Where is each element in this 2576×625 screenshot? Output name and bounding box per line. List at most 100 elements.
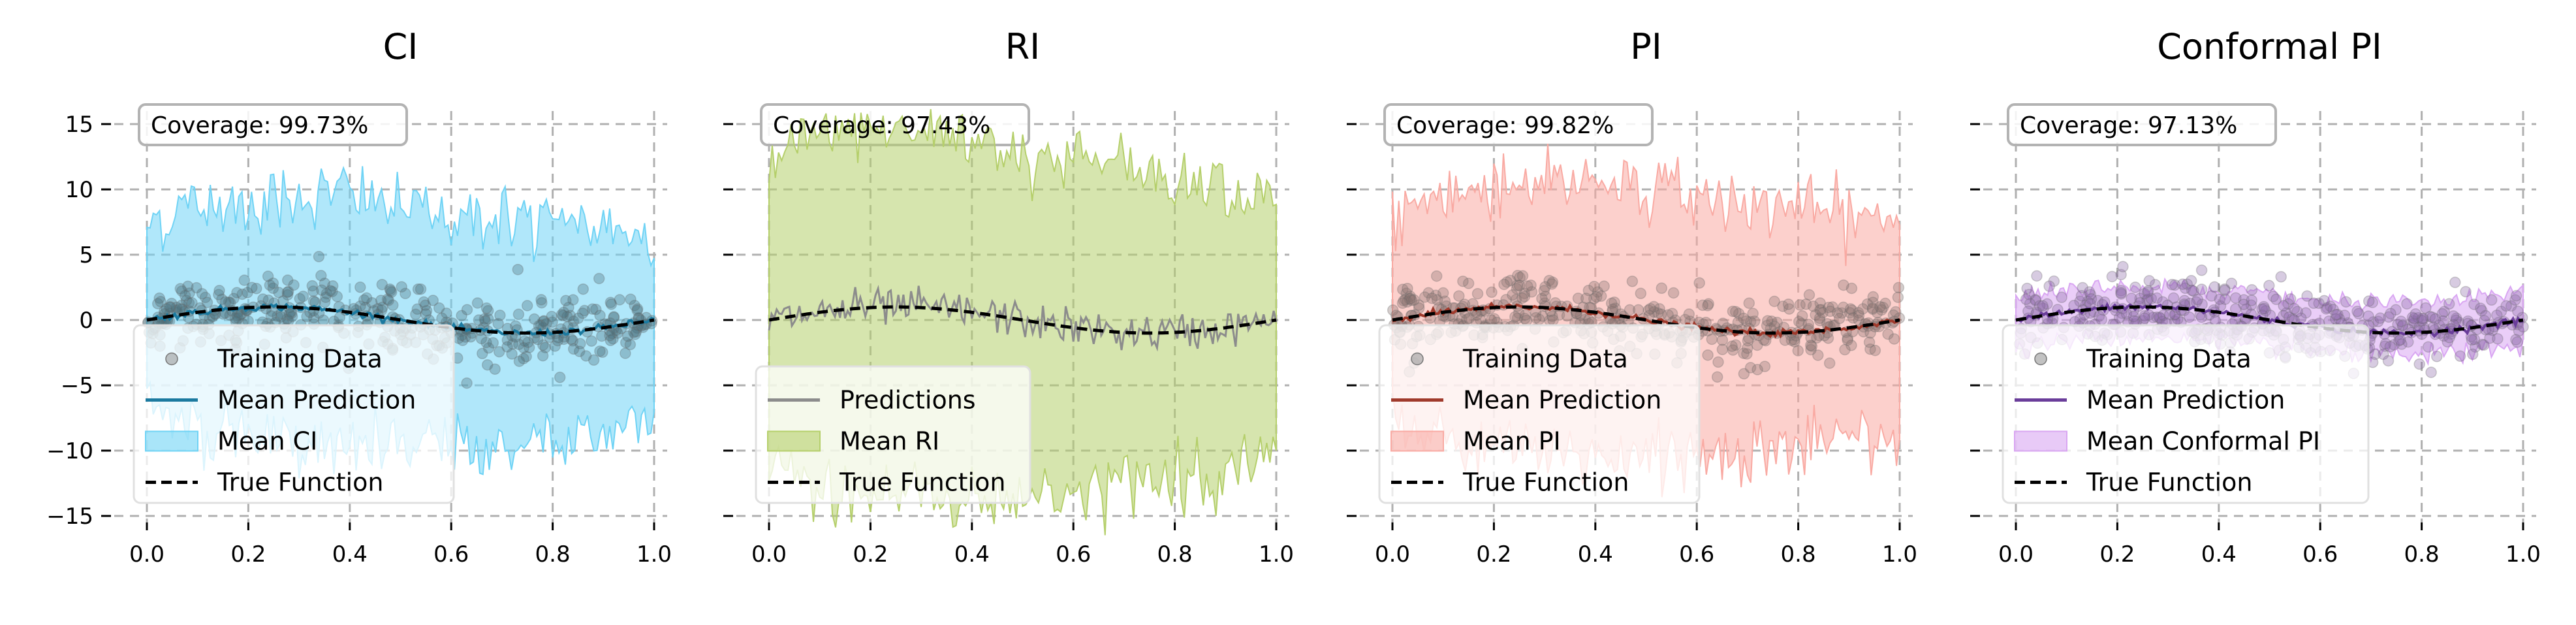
- data-point: [1547, 314, 1559, 326]
- data-point: [1823, 357, 1836, 369]
- data-point: [2443, 298, 2455, 310]
- data-point: [2267, 291, 2280, 302]
- data-point: [180, 295, 193, 306]
- data-point: [385, 285, 397, 296]
- data-point: [482, 342, 495, 354]
- data-point: [316, 284, 328, 296]
- data-point: [1741, 348, 1753, 360]
- data-point: [2437, 315, 2449, 327]
- data-point: [282, 285, 294, 298]
- data-point: [275, 311, 287, 323]
- data-point: [2208, 281, 2221, 293]
- data-point: [1519, 309, 1531, 321]
- legend-label: True Function: [217, 468, 383, 497]
- data-point: [264, 279, 276, 291]
- data-point: [1609, 302, 1622, 314]
- data-point: [1512, 270, 1524, 281]
- data-point: [419, 299, 432, 312]
- data-point: [1662, 309, 1674, 321]
- data-point: [1832, 307, 1844, 319]
- data-point: [183, 297, 195, 309]
- data-point: [1748, 315, 1761, 327]
- data-point: [2436, 308, 2448, 320]
- legend-handle-dots: [2034, 352, 2047, 366]
- data-point: [522, 336, 534, 348]
- data-point: [1536, 293, 1548, 304]
- data-point: [2320, 303, 2333, 315]
- data-point: [213, 285, 225, 296]
- data-point: [513, 338, 525, 351]
- data-point: [2318, 295, 2331, 307]
- data-point: [1792, 345, 1804, 357]
- x-tick-label: 1.0: [1259, 541, 1294, 568]
- data-point: [1842, 332, 1853, 344]
- data-point: [608, 311, 620, 323]
- data-point: [564, 310, 576, 321]
- y-tick-label: 0: [79, 308, 93, 334]
- predictions-line: [768, 285, 1278, 352]
- data-point: [1635, 287, 1647, 300]
- data-point: [2030, 294, 2041, 306]
- data-point: [1730, 306, 1742, 317]
- data-point: [2219, 284, 2231, 296]
- data-point: [1642, 304, 1654, 316]
- data-point: [595, 330, 608, 342]
- data-point: [563, 302, 574, 313]
- data-point: [2143, 275, 2156, 287]
- data-point: [1744, 362, 1757, 374]
- data-point: [1742, 334, 1754, 347]
- data-point: [1827, 301, 1838, 313]
- data-point: [301, 311, 313, 323]
- data-point: [360, 292, 373, 304]
- data-point: [2129, 281, 2141, 293]
- data-point: [1747, 308, 1759, 319]
- data-point: [1518, 291, 1531, 302]
- data-point: [420, 304, 433, 317]
- data-point: [612, 327, 623, 339]
- data-point: [2388, 339, 2400, 351]
- data-point: [492, 317, 504, 330]
- x-tick-label: 0.4: [954, 541, 990, 568]
- data-point: [1785, 334, 1798, 346]
- data-point: [2163, 308, 2176, 321]
- data-point: [2186, 284, 2198, 296]
- data-point: [1761, 315, 1774, 327]
- data-point: [1879, 297, 1891, 310]
- data-point: [433, 302, 445, 314]
- data-point: [2139, 287, 2150, 300]
- data-point: [471, 297, 484, 309]
- data-point: [2139, 312, 2150, 325]
- data-point: [415, 283, 427, 295]
- data-point: [546, 310, 558, 323]
- data-point: [1796, 310, 1808, 322]
- data-point: [1727, 344, 1739, 356]
- data-point: [606, 327, 618, 340]
- data-point: [2154, 312, 2166, 324]
- data-point: [1702, 349, 1714, 361]
- data-point: [1738, 347, 1750, 359]
- data-point: [2500, 300, 2512, 312]
- data-point: [1863, 336, 1876, 348]
- data-point: [273, 287, 285, 298]
- data-point: [1806, 340, 1818, 352]
- data-point: [1702, 300, 1714, 312]
- data-point: [2438, 306, 2450, 317]
- data-point: [2385, 308, 2396, 319]
- data-point: [2185, 275, 2197, 287]
- data-point: [479, 315, 491, 327]
- data-point: [228, 293, 240, 304]
- data-point: [2278, 300, 2289, 312]
- x-tick-label: 0.4: [2201, 541, 2237, 568]
- data-point: [1751, 339, 1763, 351]
- data-point: [1877, 302, 1889, 313]
- data-point: [1803, 289, 1815, 301]
- data-point: [2351, 306, 2363, 317]
- data-point: [174, 283, 187, 295]
- data-point: [1666, 308, 1678, 319]
- data-point: [1703, 298, 1714, 310]
- data-point: [1805, 344, 1817, 356]
- data-point: [1789, 336, 1800, 348]
- legend: Training Data Mean Prediction Mean PI True …: [1378, 324, 1701, 504]
- data-point: [1761, 319, 1773, 332]
- data-point: [1422, 287, 1434, 299]
